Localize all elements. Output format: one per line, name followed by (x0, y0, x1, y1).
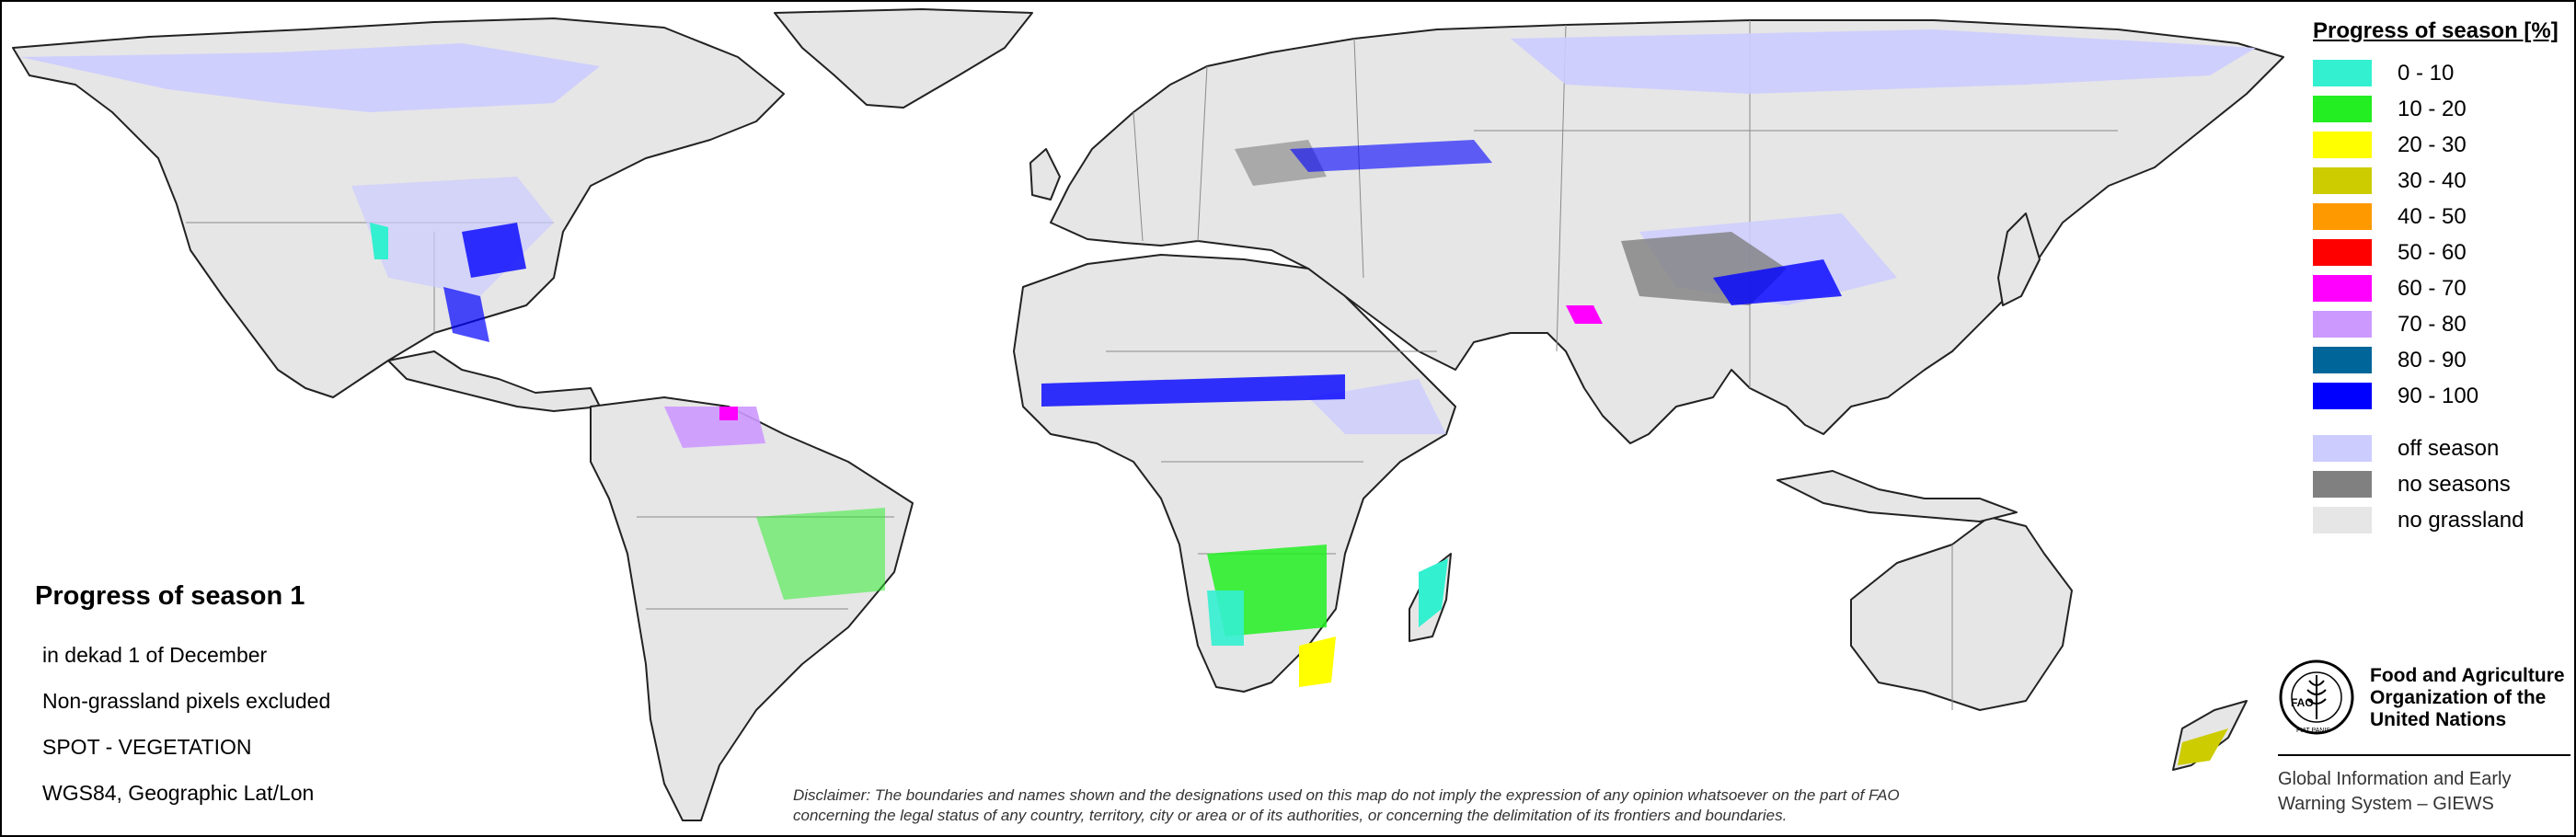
legend-class-swatch (2313, 347, 2372, 373)
fao-logo: FAO FIAT PANIS (2279, 659, 2354, 735)
map-detail-projection: WGS84, Geographic Lat/Lon (42, 781, 315, 805)
landmass-indonesia (1777, 470, 2018, 522)
legend-class-swatch (2313, 311, 2372, 338)
off-season-canada (20, 43, 600, 112)
legend-class-row: 50 - 60 (2313, 235, 2561, 270)
legend-class-swatch (2313, 383, 2372, 409)
legend-class-label: 10 - 20 (2398, 96, 2467, 121)
legend-class-label: 80 - 90 (2398, 347, 2467, 373)
map-detail-mask: Non-grassland pixels excluded (42, 689, 331, 713)
legend-class-swatch (2313, 96, 2372, 122)
season-90-china (1713, 259, 1842, 305)
map-detail-dekad: in dekad 1 of December (42, 643, 268, 667)
season-0-california (370, 223, 388, 259)
legend-class-label: 70 - 80 (2398, 311, 2467, 337)
giews-label: Global Information and Early Warning Sys… (2278, 767, 2572, 817)
fao-name-line: United Nations (2370, 709, 2507, 730)
legend-gap (2313, 414, 2561, 430)
landmass-japan (1997, 212, 2041, 306)
landmass-australia (1850, 516, 2073, 711)
legend-title: Progress of season [%] (2313, 18, 2559, 43)
legend-class-row: 70 - 80 (2313, 306, 2561, 342)
fao-logo-motto: FIAT PANIS (2296, 728, 2330, 734)
fao-name-line: Organization of the (2370, 687, 2547, 708)
fao-name-line: Food and Agriculture (2370, 665, 2565, 686)
legend-class-row: 80 - 90 (2313, 342, 2561, 378)
season-progress-overlay (20, 29, 2256, 765)
giews-line: Global Information and Early (2278, 769, 2512, 789)
legend-class-swatch (2313, 203, 2372, 230)
season-90-sahel (1041, 374, 1345, 407)
off-season-russia (1511, 29, 2256, 94)
legend-class-row: 10 - 20 (2313, 91, 2561, 127)
season-0-namibia (1207, 590, 1244, 646)
legend-class-label: 90 - 100 (2398, 383, 2479, 408)
legend-class-swatch (2313, 167, 2372, 194)
legend-class-label: 50 - 60 (2398, 239, 2467, 265)
legend-class-swatch (2313, 275, 2372, 302)
season-60-venezuela (719, 407, 738, 420)
map-title: Progress of season 1 (35, 581, 305, 611)
legend-class-row: 40 - 50 (2313, 199, 2561, 235)
legend-class-label: 30 - 40 (2398, 167, 2467, 193)
landmass-greenland (774, 8, 1033, 109)
map-detail-sensor: SPOT - VEGETATION (42, 735, 252, 759)
map-info: Progress of season 1 in dekad 1 of Decem… (35, 581, 495, 816)
legend-extra-label: off season (2398, 435, 2500, 461)
season-90-russia (1290, 140, 1492, 172)
legend-extra-label: no seasons (2398, 471, 2511, 497)
legend-extra-swatch (2313, 507, 2372, 533)
legend-extra-row: no grassland (2313, 502, 2561, 538)
legend-extra-swatch (2313, 435, 2372, 462)
legend-class-row: 60 - 70 (2313, 270, 2561, 306)
disclaimer: Disclaimer: The boundaries and names sho… (793, 785, 2118, 826)
landmass-layer (12, 8, 2284, 821)
season-30-new-zealand (2178, 728, 2228, 765)
legend-class-row: 20 - 30 (2313, 127, 2561, 163)
legend-extra-row: off season (2313, 430, 2561, 466)
landmass-uk (1029, 148, 1061, 201)
legend-class-swatch (2313, 60, 2372, 86)
disclaimer-line: concerning the legal status of any count… (793, 807, 1788, 824)
legend-class-swatch (2313, 132, 2372, 158)
legend-class-swatch (2313, 239, 2372, 266)
legend-extra-classes: off season no seasons no grassland (2313, 430, 2561, 538)
legend-extra-label: no grassland (2398, 507, 2524, 533)
season-90-mexico (443, 287, 489, 342)
legend-class-label: 40 - 50 (2398, 203, 2467, 229)
season-20-south-africa (1299, 636, 1336, 687)
legend: Progress of season [%] 0 - 10 10 - 20 20 -… (2313, 18, 2561, 538)
legend-class-row: 0 - 10 (2313, 55, 2561, 91)
fao-logo-letter-f: FAO (2291, 696, 2314, 709)
season-0-madagascar (1419, 558, 1448, 627)
season-90-usa (462, 223, 526, 278)
disclaimer-line: Disclaimer: The boundaries and names sho… (793, 786, 1900, 804)
fao-name: Food and Agriculture Organization of the… (2370, 665, 2572, 731)
season-70-venezuela (664, 407, 765, 448)
legend-class-row: 90 - 100 (2313, 378, 2561, 414)
giews-line: Warning System – GIEWS (2278, 794, 2494, 814)
legend-class-label: 0 - 10 (2398, 60, 2455, 86)
landmass-central-america (387, 350, 601, 412)
legend-classes: 0 - 10 10 - 20 20 - 30 30 - 40 40 - 50 50 - 6… (2313, 55, 2561, 414)
legend-class-label: 20 - 30 (2398, 132, 2467, 157)
legend-extra-row: no seasons (2313, 466, 2561, 502)
legend-class-label: 60 - 70 (2398, 275, 2467, 301)
fao-divider (2278, 754, 2570, 756)
legend-extra-swatch (2313, 471, 2372, 498)
season-10-brazil (756, 508, 885, 600)
season-60-india (1566, 305, 1603, 324)
legend-class-row: 30 - 40 (2313, 163, 2561, 199)
